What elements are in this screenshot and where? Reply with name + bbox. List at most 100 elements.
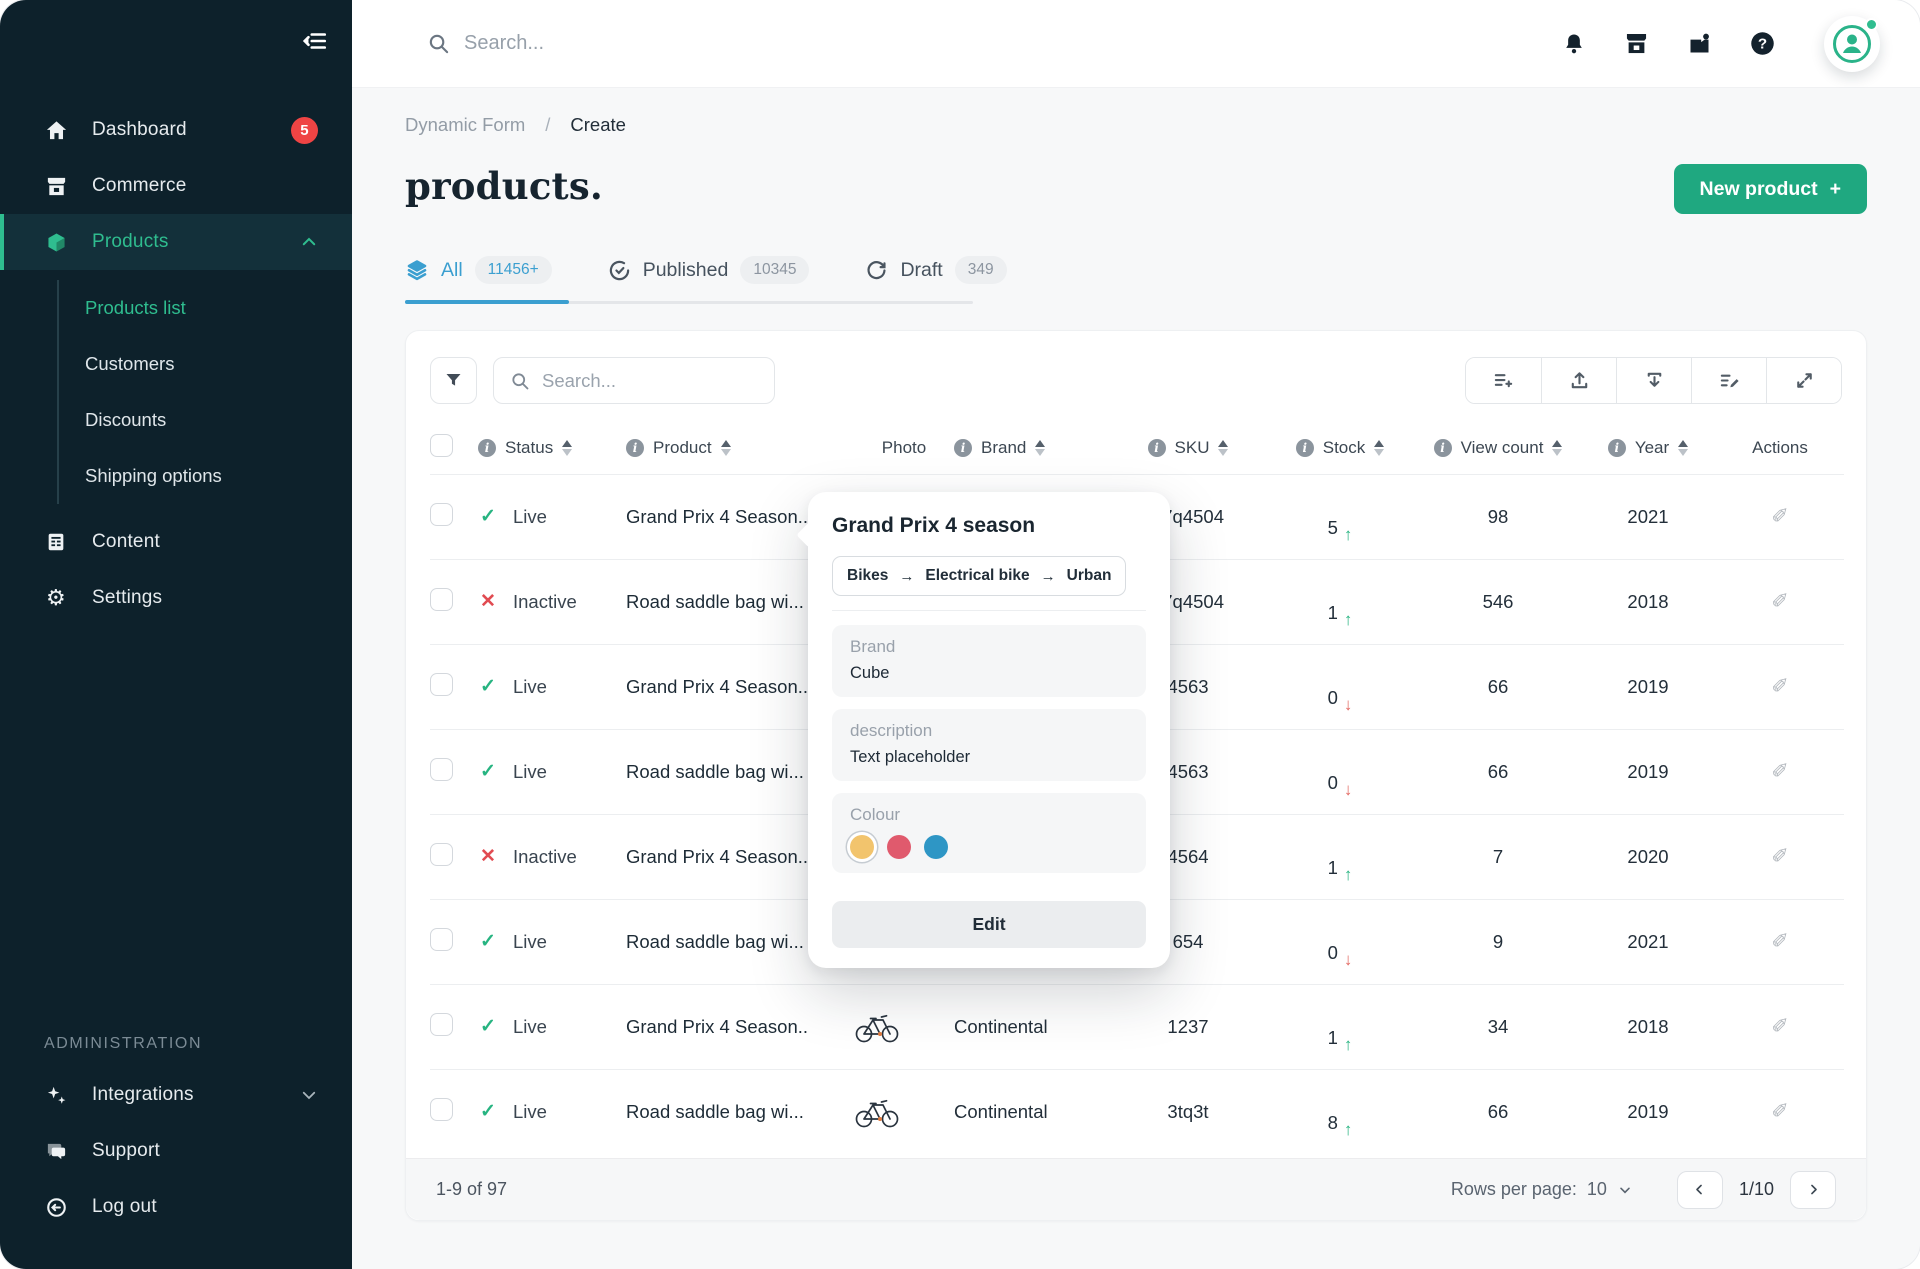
view-count-cell: 34	[1487, 1015, 1509, 1037]
row-checkbox[interactable]	[430, 502, 453, 526]
sidebar-item-support[interactable]: Support	[0, 1123, 352, 1179]
row-checkbox[interactable]	[430, 1012, 453, 1036]
colour-swatch-blue[interactable]	[924, 835, 948, 859]
download-icon[interactable]	[1616, 358, 1691, 403]
sidebar-item-customers[interactable]: Customers	[59, 336, 352, 392]
bulk-edit-icon[interactable]	[1691, 358, 1766, 403]
next-page-button[interactable]	[1790, 1170, 1836, 1209]
product-name[interactable]: Road saddle bag wi...	[626, 590, 804, 612]
sidebar-item-commerce[interactable]: Commerce	[0, 158, 352, 214]
sort-icon[interactable]	[1374, 439, 1385, 456]
sidebar-item-dashboard[interactable]: Dashboard 5	[0, 102, 352, 158]
product-name[interactable]: Road saddle bag wi...	[626, 760, 804, 782]
previous-page-button[interactable]	[1676, 1170, 1723, 1209]
sort-icon[interactable]	[1218, 439, 1229, 456]
status-label: Inactive	[513, 590, 577, 612]
table-search-input[interactable]	[542, 369, 758, 392]
row-checkbox[interactable]	[430, 927, 453, 951]
bicycle-image	[854, 1096, 954, 1128]
info-icon[interactable]: i	[478, 438, 496, 457]
edit-pencil-icon[interactable]: ✐	[1771, 590, 1789, 613]
sidebar-item-label: Commerce	[92, 175, 187, 196]
avatar[interactable]	[1824, 15, 1880, 72]
status-label: Live	[513, 760, 547, 782]
sort-icon[interactable]	[1678, 439, 1689, 456]
row-checkbox[interactable]	[430, 842, 453, 866]
sidebar-item-discounts[interactable]: Discounts	[59, 392, 352, 448]
column-header-year[interactable]: i Year	[1580, 422, 1716, 474]
column-header-brand[interactable]: i Brand	[954, 422, 1112, 474]
edit-pencil-icon[interactable]: ✐	[1771, 760, 1789, 783]
row-checkbox[interactable]	[430, 1097, 453, 1121]
sidebar-collapse-icon[interactable]	[302, 28, 328, 54]
global-search-input[interactable]	[464, 32, 884, 55]
sidebar-item-products-list[interactable]: Products list	[59, 280, 352, 336]
tab-draft[interactable]: Draft 349	[865, 256, 1007, 284]
upload-icon[interactable]	[1541, 358, 1616, 403]
edit-pencil-icon[interactable]: ✐	[1771, 1100, 1789, 1124]
sidebar-item-integrations[interactable]: Integrations	[0, 1067, 352, 1123]
product-name[interactable]: Grand Prix 4 Season..	[626, 845, 809, 867]
stock-value: 0	[1327, 941, 1338, 963]
year-cell: 2019	[1627, 675, 1669, 697]
column-header-product[interactable]: i Product	[626, 422, 854, 474]
colour-swatch-yellow[interactable]	[850, 835, 874, 859]
select-all-checkbox[interactable]	[430, 433, 453, 457]
row-checkbox[interactable]	[430, 672, 453, 696]
row-checkbox[interactable]	[430, 587, 453, 611]
edit-pencil-icon[interactable]: ✐	[1771, 505, 1789, 528]
info-icon[interactable]: i	[626, 438, 644, 457]
results-range: 1-9 of 97	[436, 1179, 508, 1199]
store-icon[interactable]	[1623, 30, 1650, 57]
tabs: All 11456+ Published 10345 Draft 349	[405, 256, 1007, 304]
active-tab-indicator	[405, 300, 569, 304]
edit-pencil-icon[interactable]: ✐	[1771, 675, 1789, 698]
status-icon: ✓	[480, 506, 496, 527]
sort-icon[interactable]	[562, 439, 573, 456]
help-icon[interactable]: ?	[1749, 30, 1776, 57]
product-name[interactable]: Road saddle bag wi...	[626, 1100, 804, 1122]
sort-icon[interactable]	[1035, 439, 1046, 456]
sidebar-item-logout[interactable]: Log out	[0, 1179, 352, 1235]
tab-published[interactable]: Published 10345	[608, 256, 810, 284]
breadcrumb-parent[interactable]: Dynamic Form	[405, 114, 526, 135]
sidebar-item-settings[interactable]: ⚙ Settings	[0, 570, 352, 626]
filter-button[interactable]	[430, 357, 477, 404]
product-name[interactable]: Road saddle bag wi...	[626, 930, 804, 952]
edit-pencil-icon[interactable]: ✐	[1771, 1015, 1789, 1038]
notifications-bell-icon[interactable]	[1561, 31, 1587, 57]
column-header-sku[interactable]: i SKU	[1112, 422, 1264, 474]
status-label: Live	[513, 1015, 547, 1037]
product-name[interactable]: Grand Prix 4 Season..	[626, 675, 809, 697]
expand-icon[interactable]	[1766, 358, 1841, 403]
column-header-status[interactable]: i Status	[478, 422, 626, 474]
edit-pencil-icon[interactable]: ✐	[1771, 930, 1789, 953]
sidebar-item-content[interactable]: Content	[0, 514, 352, 570]
column-header-view-count[interactable]: i View count	[1416, 422, 1580, 474]
column-header-stock[interactable]: i Stock	[1264, 422, 1416, 474]
product-name[interactable]: Grand Prix 4 Season..	[626, 1015, 809, 1037]
info-icon[interactable]: i	[954, 438, 972, 457]
edit-button[interactable]: Edit	[832, 901, 1146, 948]
edit-pencil-icon[interactable]: ✐	[1771, 845, 1789, 868]
info-icon[interactable]: i	[1607, 438, 1626, 457]
sidebar-item-shipping-options[interactable]: Shipping options	[59, 448, 352, 504]
info-icon[interactable]: i	[1295, 438, 1314, 457]
sort-icon[interactable]	[720, 439, 731, 456]
add-to-list-icon[interactable]	[1466, 358, 1541, 403]
tab-all[interactable]: All 11456+	[405, 256, 552, 284]
new-product-button[interactable]: New product +	[1673, 164, 1867, 214]
info-icon[interactable]: i	[1433, 438, 1452, 457]
sidebar-item-products[interactable]: Products	[0, 214, 352, 270]
product-name[interactable]: Grand Prix 4 Season..	[626, 505, 809, 527]
row-checkbox[interactable]	[430, 757, 453, 781]
info-icon[interactable]: i	[1147, 438, 1166, 457]
rows-per-page-value: 10	[1586, 1179, 1607, 1199]
year-cell: 2018	[1627, 1015, 1669, 1037]
rows-per-page-label: Rows per page:	[1450, 1179, 1577, 1199]
colour-swatch-red[interactable]	[887, 835, 911, 859]
chevron-down-icon	[1620, 1187, 1630, 1193]
sort-icon[interactable]	[1552, 439, 1563, 456]
contacts-icon[interactable]	[1686, 30, 1713, 57]
rows-per-page[interactable]: Rows per page: 10	[1451, 1179, 1633, 1200]
